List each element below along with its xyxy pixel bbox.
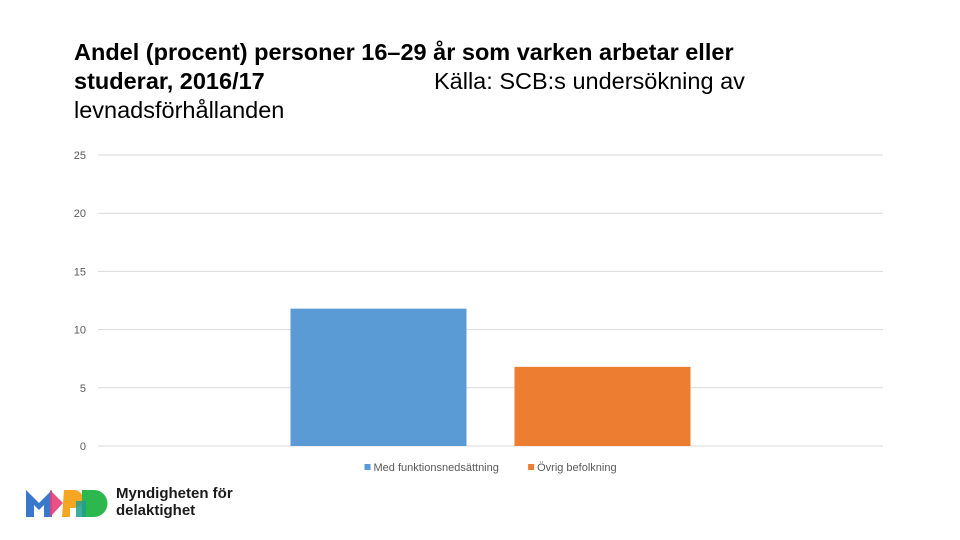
source-line-1: Källa: SCB:s undersökning av	[434, 68, 745, 94]
logo-text: Myndigheten för delaktighet	[116, 485, 233, 519]
y-tick-label: 10	[74, 325, 86, 337]
logo-text-line-2: delaktighet	[116, 502, 196, 519]
bar	[290, 308, 467, 446]
logo-text-line-1: Myndigheten för	[116, 485, 233, 502]
legend-swatch	[364, 464, 371, 470]
logo-mark-icon	[26, 490, 108, 517]
y-tick-label: 15	[74, 266, 86, 278]
y-tick-label: 0	[80, 441, 86, 453]
source-line-2: levnadsförhållanden	[74, 97, 285, 123]
legend-label: Övrig befolkning	[537, 462, 617, 474]
title-line-1: Andel (procent) personer 16–29 år som va…	[74, 39, 734, 65]
bar	[514, 366, 691, 446]
legend-label: Med funktionsnedsättning	[374, 462, 499, 474]
y-tick-label: 25	[74, 150, 86, 162]
y-tick-label: 20	[74, 208, 86, 220]
agency-logo: Myndigheten för delaktighet	[26, 485, 246, 519]
y-tick-label: 5	[80, 383, 86, 395]
title-line-2: studerar, 2016/17	[74, 68, 265, 94]
legend-swatch	[528, 464, 535, 470]
